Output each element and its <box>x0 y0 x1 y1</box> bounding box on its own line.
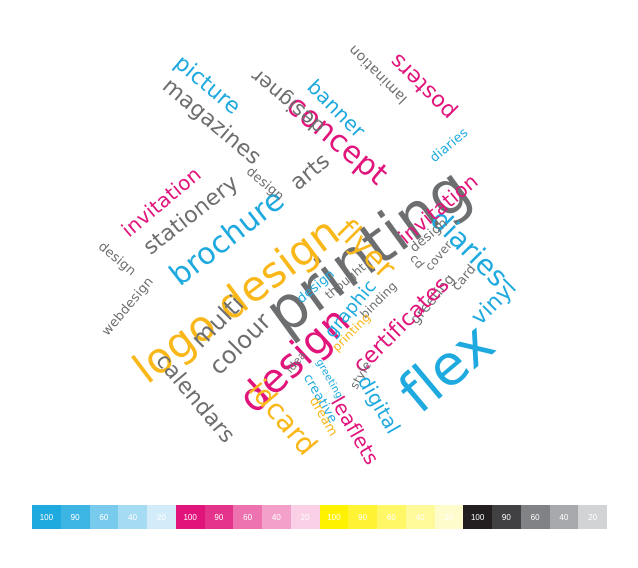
color-swatch: 60 <box>520 505 550 529</box>
color-swatch: 60 <box>89 505 119 529</box>
color-swatch: 40 <box>549 505 579 529</box>
color-swatch: 90 <box>492 505 521 529</box>
color-swatch: 90 <box>204 505 234 529</box>
word-vinyl: vinyl <box>466 274 522 331</box>
color-swatch: 20 <box>434 505 464 529</box>
color-swatch: 20 <box>290 505 320 529</box>
word-arts: arts <box>285 148 336 196</box>
color-swatch: 60 <box>233 505 262 529</box>
word-cloud: printing logo design design flex concept… <box>95 41 522 468</box>
color-swatch: 60 <box>377 505 406 529</box>
color-swatch: 100 <box>319 505 349 529</box>
color-swatch: 90 <box>348 505 377 529</box>
color-swatch-bar: 100 90 60 40 20 100 90 60 40 20 100 90 60 40 20 100 90 60… <box>32 505 607 529</box>
color-swatch: 100 <box>463 505 492 529</box>
color-swatch: 20 <box>147 505 176 529</box>
color-swatch: 40 <box>405 505 435 529</box>
color-swatch: 40 <box>262 505 291 529</box>
color-swatch: 40 <box>118 505 147 529</box>
word-webdesign: webdesign <box>99 274 157 339</box>
word-diaries-small: diaries <box>427 125 472 166</box>
word-design-left: design <box>95 239 139 280</box>
color-swatch: 90 <box>60 505 90 529</box>
color-swatch: 100 <box>175 505 205 529</box>
color-swatch: 20 <box>578 505 607 529</box>
color-swatch: 100 <box>32 505 61 529</box>
